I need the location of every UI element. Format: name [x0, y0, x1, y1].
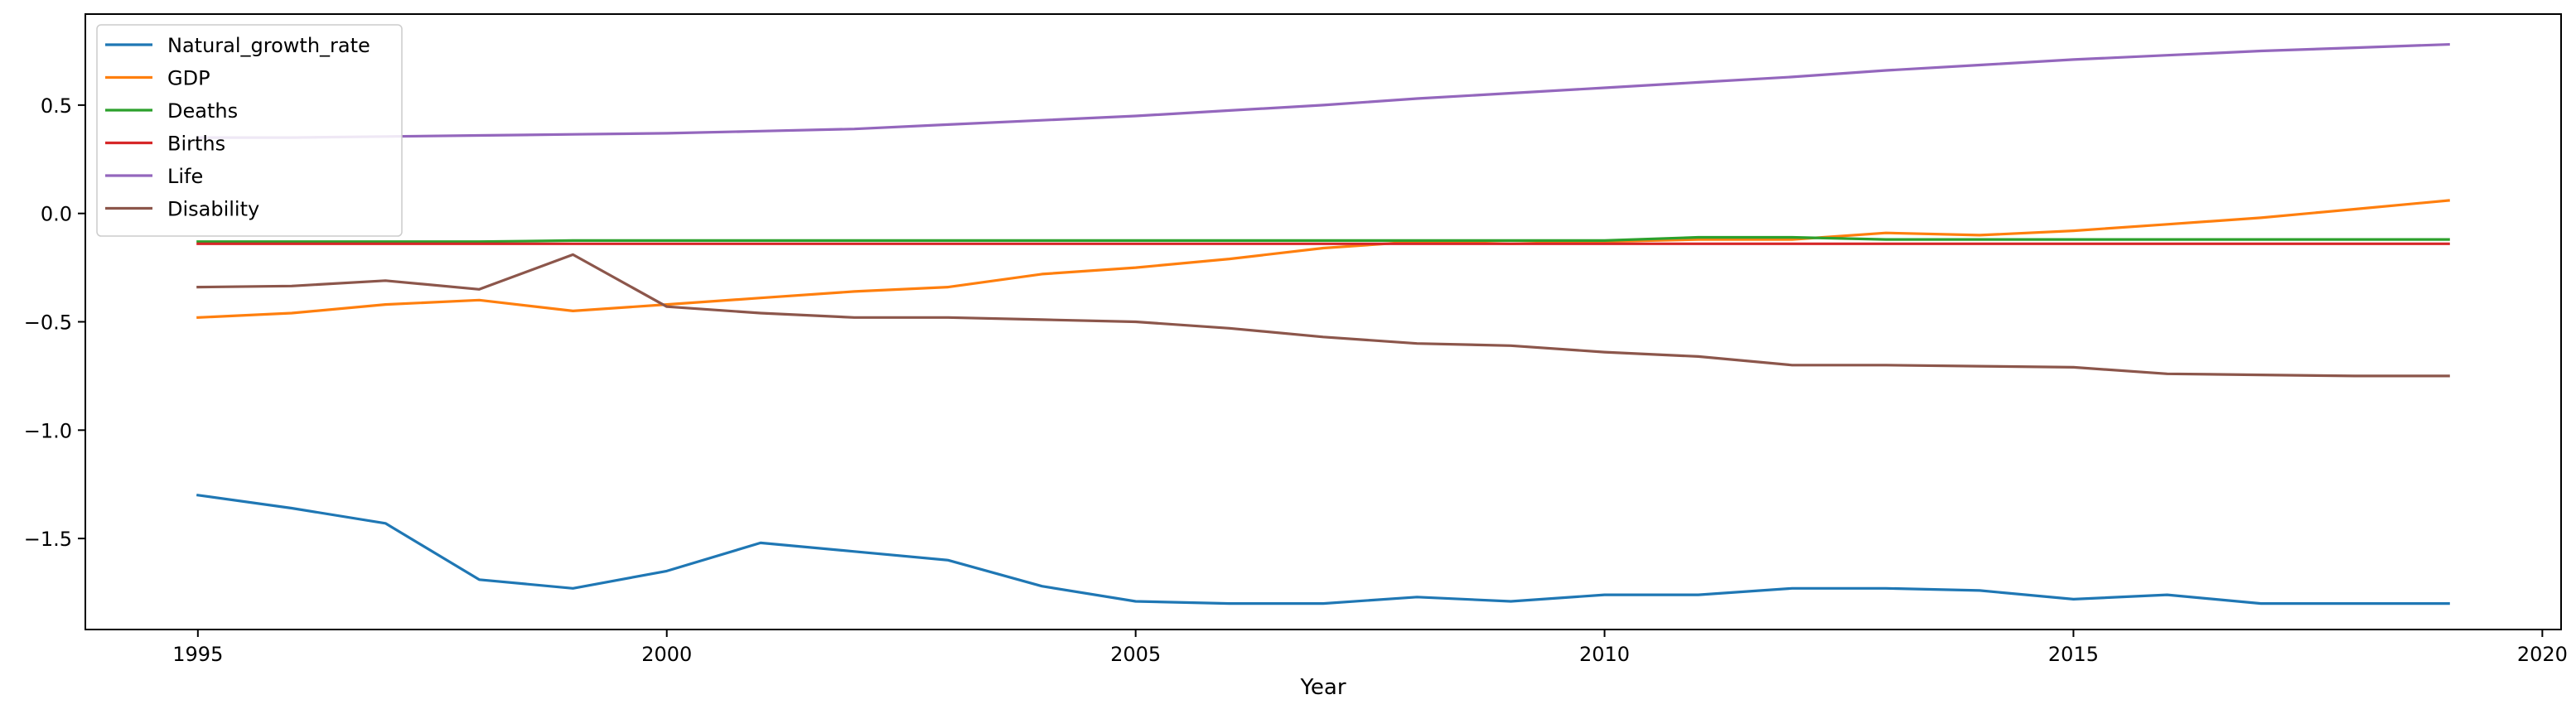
x-tick-label: 2005	[1110, 643, 1161, 666]
plot-area	[85, 14, 2561, 630]
series-line-life	[196, 42, 2450, 139]
legend-label: Natural_growth_rate	[167, 34, 370, 57]
series-line-deaths	[196, 235, 2450, 244]
x-axis-label: Year	[1299, 675, 1346, 700]
y-tick-label: 0.5	[41, 94, 72, 118]
legend-label: Life	[167, 165, 203, 188]
legend-label: GDP	[167, 67, 210, 90]
y-tick-label: 0.0	[41, 203, 72, 226]
legend-label: Deaths	[167, 99, 238, 123]
series-line-disability	[196, 253, 2450, 378]
x-tick-label: 2000	[641, 643, 692, 666]
y-tick-label: −1.5	[24, 528, 72, 551]
x-tick-label: 2015	[2048, 643, 2099, 666]
series-line-gdp	[196, 199, 2450, 319]
legend: Natural_growth_rate GDP Deaths Births Life Di…	[96, 24, 403, 237]
series-line-natural-growth-rate	[196, 493, 2450, 605]
legend-label: Disability	[167, 198, 259, 221]
x-tick-label: 1995	[172, 643, 223, 666]
y-tick-label: −0.5	[24, 311, 72, 335]
legend-label: Births	[167, 133, 225, 156]
y-axis-ticks: −1.5 −1.0 −0.5 0.0 0.5	[24, 94, 85, 551]
x-axis-ticks: 1995 2000 2005 2010 2015 2020	[172, 630, 2568, 666]
y-tick-label: −1.0	[24, 419, 72, 442]
legend-box	[96, 24, 403, 237]
series-lines	[196, 42, 2450, 605]
x-tick-label: 2010	[1579, 643, 1630, 666]
x-tick-label: 2020	[2517, 643, 2568, 666]
